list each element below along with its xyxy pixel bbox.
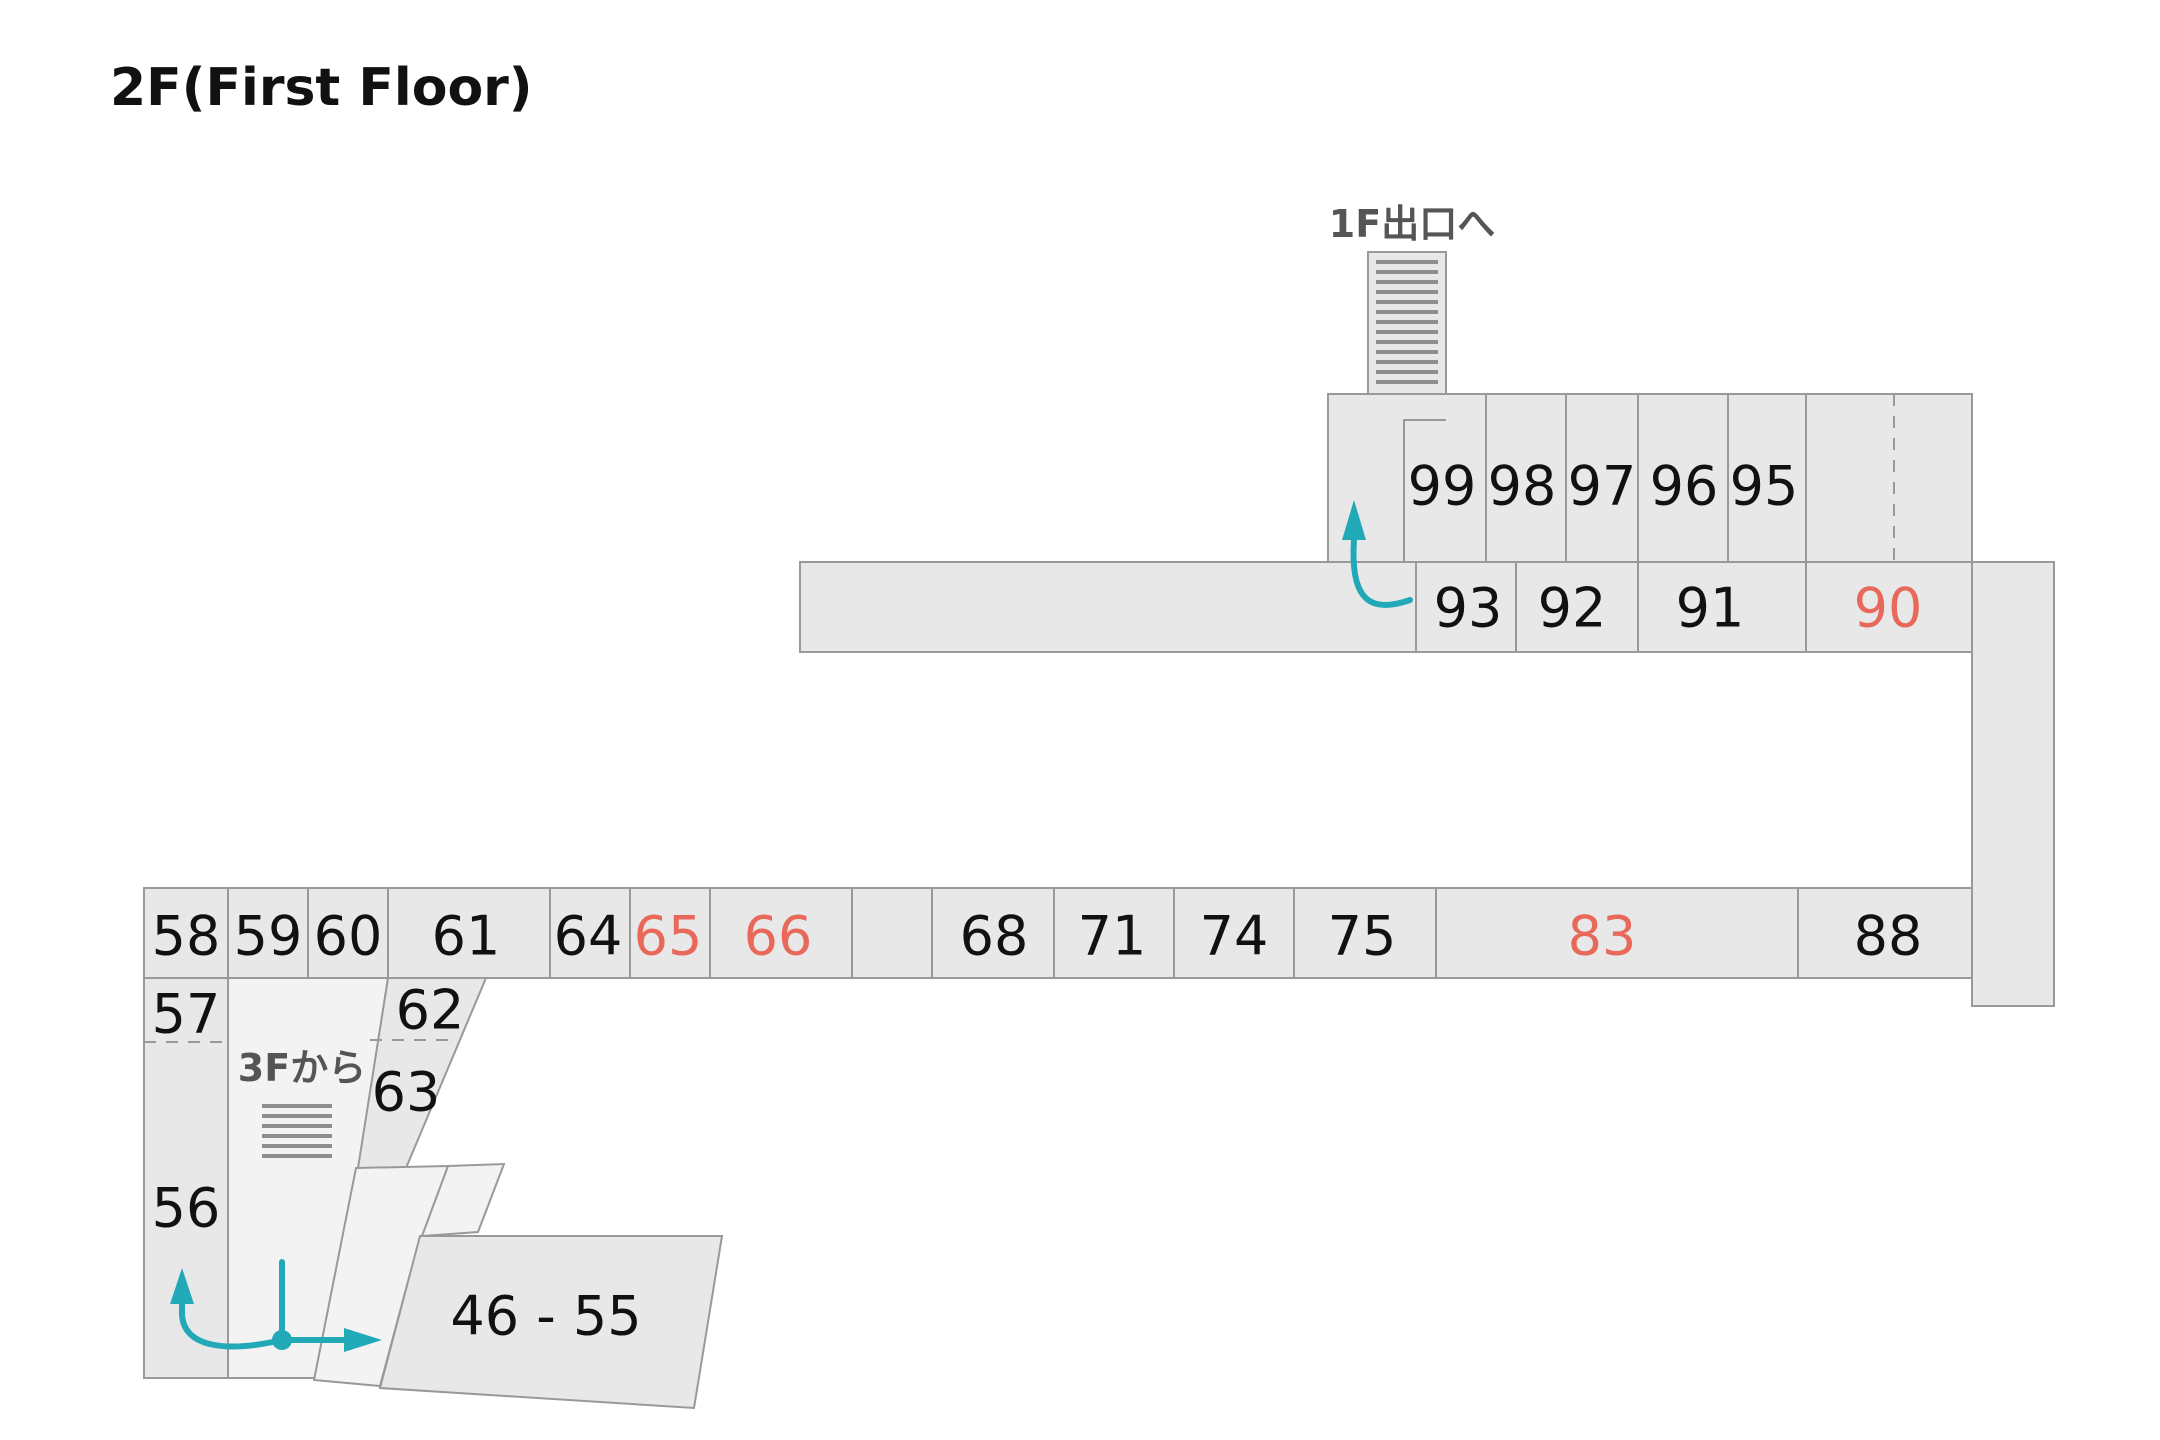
stall-62[interactable]: 62 xyxy=(396,979,465,1042)
stall-59[interactable]: 59 xyxy=(234,905,303,968)
stall-83[interactable]: 83 xyxy=(1568,905,1637,968)
stall-61[interactable]: 61 xyxy=(432,905,501,968)
floor-title: 2F(First Floor) xyxy=(110,58,533,118)
stall-96[interactable]: 96 xyxy=(1650,455,1719,518)
lower-block xyxy=(143,887,1973,1410)
stall-63[interactable]: 63 xyxy=(372,1061,441,1124)
exit-stair-steps-icon xyxy=(1376,260,1438,384)
stall-60[interactable]: 60 xyxy=(314,905,383,968)
stall-95[interactable]: 95 xyxy=(1730,455,1799,518)
from-3f-sign: 3Fから xyxy=(238,1046,366,1090)
stall-98[interactable]: 98 xyxy=(1488,455,1557,518)
stall-46-55-area xyxy=(378,1235,724,1410)
stall-88[interactable]: 88 xyxy=(1854,905,1923,968)
stall-71[interactable]: 71 xyxy=(1078,905,1147,968)
stall-66[interactable]: 66 xyxy=(744,905,813,968)
stall-90[interactable]: 90 xyxy=(1854,577,1923,640)
stall-68[interactable]: 68 xyxy=(960,905,1029,968)
stall-64[interactable]: 64 xyxy=(554,905,623,968)
stall-57[interactable]: 57 xyxy=(152,983,221,1046)
stall-92[interactable]: 92 xyxy=(1538,577,1607,640)
lower-stall-row xyxy=(143,887,1973,979)
stall-97[interactable]: 97 xyxy=(1568,455,1637,518)
from-3f-stair-steps-icon xyxy=(262,1104,332,1158)
exit-1f-sign: 1F出口へ xyxy=(1329,202,1495,246)
right-connector xyxy=(1971,561,2055,1007)
stall-93[interactable]: 93 xyxy=(1434,577,1503,640)
route-arrow-lower xyxy=(170,1259,382,1352)
stall-99[interactable]: 99 xyxy=(1408,455,1477,518)
stall-46-55[interactable]: 46 - 55 xyxy=(450,1285,641,1348)
angled-hall-small xyxy=(420,1162,506,1238)
stall-65[interactable]: 65 xyxy=(634,905,703,968)
stall-75[interactable]: 75 xyxy=(1328,905,1397,968)
route-arrow-upper xyxy=(1342,500,1413,608)
stall-74[interactable]: 74 xyxy=(1200,905,1269,968)
stall-56[interactable]: 56 xyxy=(152,1177,221,1240)
upper-stall-row xyxy=(1327,393,1973,563)
stall-58[interactable]: 58 xyxy=(152,905,221,968)
stall-56-57-area xyxy=(143,977,229,1379)
stall-91[interactable]: 91 xyxy=(1676,577,1745,640)
